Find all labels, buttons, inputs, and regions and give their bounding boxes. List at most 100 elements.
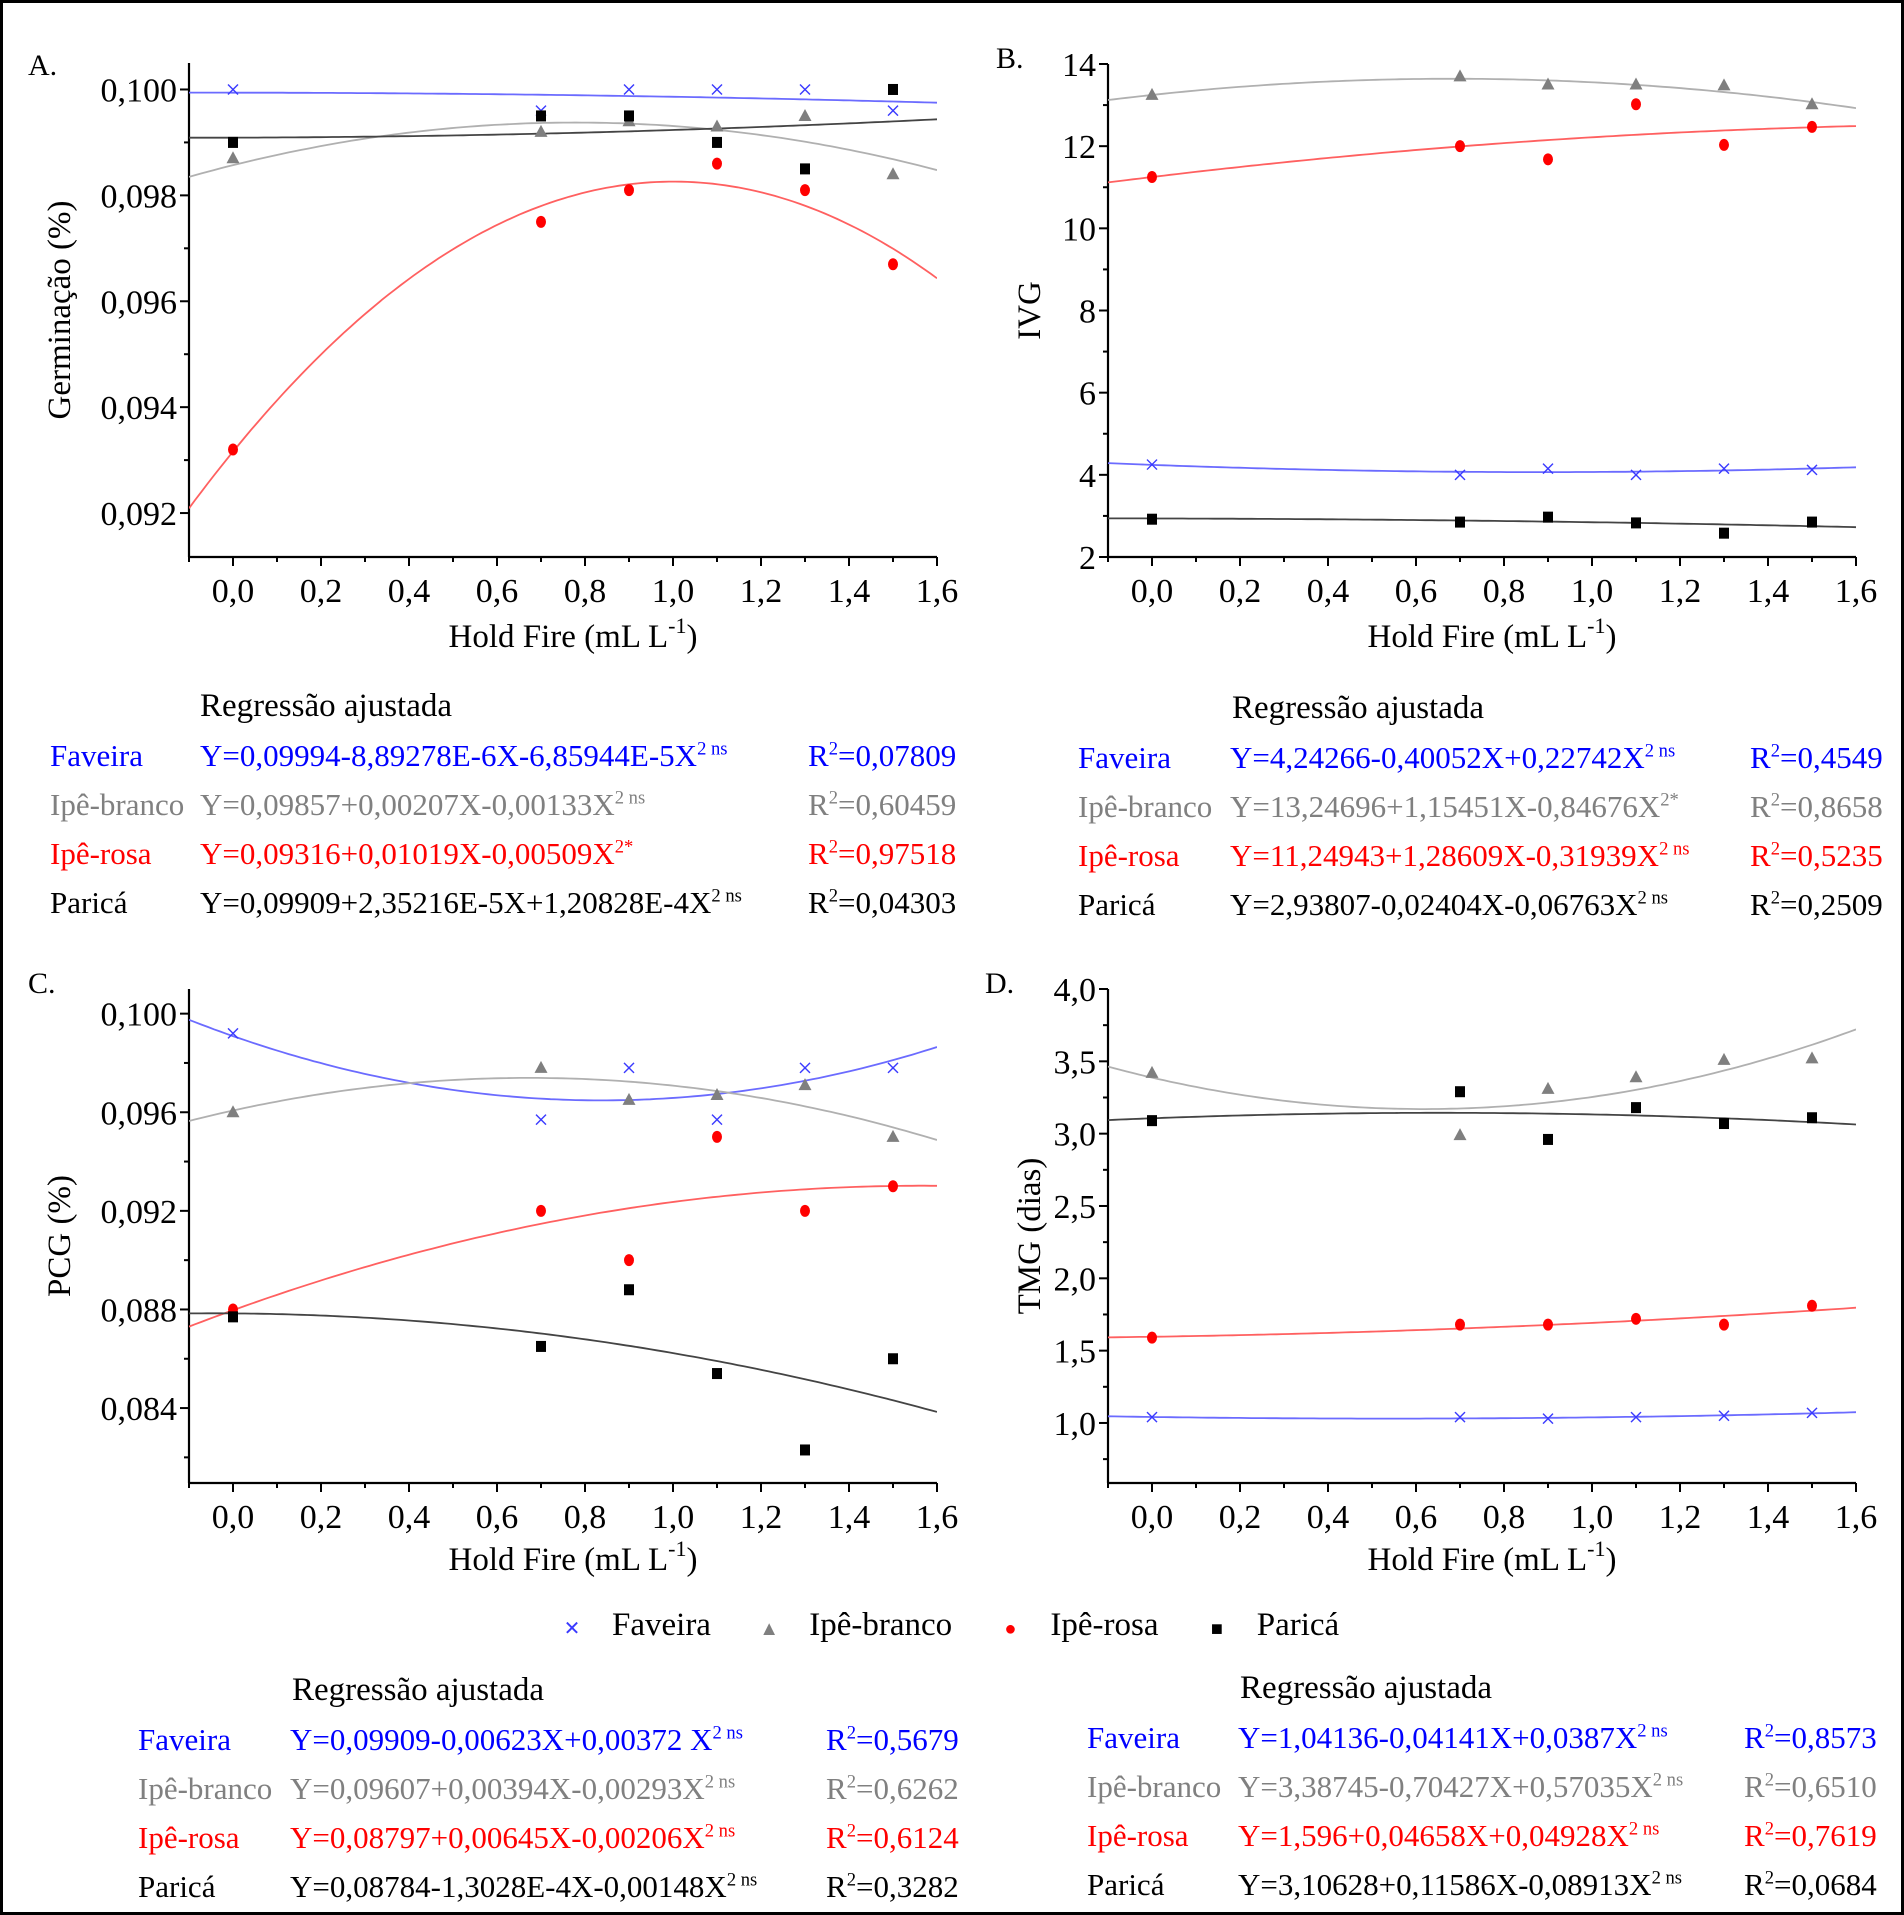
data-point-faveira bbox=[227, 1027, 239, 1039]
r-squared: R2=0,3282 bbox=[826, 1869, 959, 1904]
x-tick-label: 1,4 bbox=[1747, 1499, 1790, 1536]
x-axis-title: Hold Fire (mL L-1) bbox=[449, 1536, 698, 1578]
species-name: Ipê-branco bbox=[1078, 789, 1213, 824]
equation-exponent: 2 ns bbox=[704, 1820, 736, 1842]
legend-item-parica: ■ Paricá bbox=[1205, 1607, 1340, 1644]
r-squared: R2=0,6124 bbox=[826, 1820, 959, 1855]
data-point-parica bbox=[624, 1284, 634, 1296]
data-point-ipe-branco bbox=[1541, 1081, 1555, 1094]
data-point-faveira bbox=[1630, 469, 1642, 481]
data-point-ipe-rosa bbox=[1147, 1331, 1157, 1344]
x-tick-label: 0,0 bbox=[212, 1499, 255, 1536]
r-squared: R2=0,5235 bbox=[1750, 838, 1883, 873]
data-point-faveira bbox=[1630, 1411, 1642, 1423]
x-tick-label: 1,0 bbox=[1571, 573, 1614, 610]
data-point-faveira bbox=[1146, 1411, 1158, 1423]
regression-equation: Y=11,24943+1,28609X-0,31939X2 ns bbox=[1230, 838, 1690, 873]
data-point-faveira bbox=[535, 1114, 547, 1126]
data-point-parica bbox=[536, 1340, 546, 1352]
data-point-faveira bbox=[227, 83, 239, 95]
regression-equation: Y=0,09909+2,35216E-5X+1,20828E-4X2 ns bbox=[200, 885, 742, 920]
fit-curve-faveira bbox=[189, 1018, 937, 1102]
y-tick-label: 6 bbox=[1079, 376, 1096, 413]
legend-label: Ipê-rosa bbox=[1050, 1607, 1159, 1643]
data-point-ipe-rosa bbox=[1807, 1299, 1817, 1312]
data-point-parica bbox=[1807, 516, 1817, 528]
equation-exponent: 2* bbox=[1660, 789, 1679, 811]
data-point-parica bbox=[712, 136, 722, 148]
y-tick-label: 0,100 bbox=[101, 72, 178, 109]
species-name: Paricá bbox=[138, 1869, 216, 1904]
data-point-ipe-branco bbox=[1629, 1070, 1643, 1083]
equation-exponent: 2 ns bbox=[1652, 1769, 1684, 1791]
y-tick-label: 4,0 bbox=[1054, 972, 1097, 1009]
data-point-ipe-branco bbox=[1145, 87, 1159, 100]
data-point-ipe-rosa bbox=[536, 1204, 546, 1217]
data-point-ipe-branco bbox=[1145, 1065, 1159, 1078]
legend: ✕ Faveira ▲ Ipê-branco ● Ipê-rosa ■ Paricá bbox=[560, 1607, 1377, 1644]
x-tick-label: 1,2 bbox=[1659, 573, 1702, 610]
x-tick-label: 1,6 bbox=[1835, 573, 1878, 610]
fit-curve-ipe-branco bbox=[1108, 77, 1856, 109]
x-tick-label: 1,4 bbox=[828, 1499, 871, 1536]
y-tick-label: 1,0 bbox=[1054, 1406, 1097, 1443]
data-point-ipe-rosa bbox=[1455, 140, 1465, 153]
species-name: Faveira bbox=[50, 738, 143, 773]
r-squared: R2=0,6262 bbox=[826, 1771, 959, 1806]
legend-item-ipe-branco: ▲ Ipê-branco bbox=[757, 1607, 952, 1644]
data-point-parica bbox=[1719, 527, 1729, 539]
data-point-ipe-branco bbox=[798, 108, 812, 121]
data-point-parica bbox=[888, 1353, 898, 1365]
fit-curve-ipe-branco bbox=[1108, 1028, 1856, 1110]
x-tick-label: 0,2 bbox=[1219, 1499, 1262, 1536]
x-tick-label: 1,6 bbox=[1835, 1499, 1878, 1536]
y-tick-label: 2 bbox=[1079, 540, 1096, 577]
equation-exponent: 2* bbox=[614, 836, 634, 858]
x-tick-label: 0,6 bbox=[476, 573, 519, 610]
regression-equation: Y=13,24696+1,15451X-0,84676X2* bbox=[1230, 789, 1679, 824]
equation-exponent: 2 ns bbox=[1628, 1818, 1660, 1840]
y-tick-label: 0,084 bbox=[101, 1391, 178, 1428]
r-squared: R2=0,4549 bbox=[1750, 740, 1883, 775]
data-point-ipe-rosa bbox=[1543, 153, 1553, 166]
data-point-parica bbox=[1147, 1115, 1157, 1127]
data-point-parica bbox=[1719, 1118, 1729, 1130]
species-name: Ipê-rosa bbox=[1087, 1818, 1189, 1853]
r-squared: R2=0,60459 bbox=[808, 787, 957, 822]
data-point-parica bbox=[1631, 517, 1641, 529]
regression-equation: Y=0,09607+0,00394X-0,00293X2 ns bbox=[290, 1771, 736, 1806]
fit-curve-ipe-rosa bbox=[189, 1184, 937, 1328]
x-tick-label: 0,0 bbox=[1131, 1499, 1174, 1536]
y-tick-label: 3,0 bbox=[1054, 1117, 1097, 1154]
regression-equation: Y=4,24266-0,40052X+0,22742X2 ns bbox=[1230, 740, 1676, 775]
data-point-parica bbox=[712, 1368, 722, 1380]
data-point-ipe-rosa bbox=[1719, 138, 1729, 151]
data-point-parica bbox=[536, 110, 546, 122]
data-point-parica bbox=[624, 110, 634, 122]
x-tick-label: 0,8 bbox=[564, 573, 607, 610]
regression-title: Regressão ajustada bbox=[200, 688, 452, 724]
data-point-parica bbox=[1455, 516, 1465, 528]
species-name: Ipê-rosa bbox=[50, 836, 152, 871]
species-name: Ipê-rosa bbox=[138, 1820, 240, 1855]
data-point-ipe-branco bbox=[226, 151, 240, 164]
fit-curve-ipe-branco bbox=[189, 121, 937, 178]
y-tick-label: 8 bbox=[1079, 294, 1096, 331]
x-tick-label: 0,2 bbox=[300, 573, 343, 610]
x-axis-title: Hold Fire (mL L-1) bbox=[449, 613, 698, 655]
panel-b: B. 2 4 6 8 10 12 14 0,0 0,2 0,4 0,6 0,8 1,0 1,2 1,4 1,6 I… bbox=[996, 42, 1877, 655]
r-squared: R2=0,7619 bbox=[1744, 1818, 1877, 1853]
y-tick-label: 12 bbox=[1062, 129, 1096, 166]
data-point-parica bbox=[1543, 1133, 1553, 1145]
regression-equation: Y=0,09909-0,00623X+0,00372 X2 ns bbox=[290, 1722, 743, 1757]
species-name: Faveira bbox=[1078, 740, 1171, 775]
panel-a: A. 0,092 0,094 0,096 0,098 0,100 0,0 0,2 0,4 0,6 0… bbox=[28, 49, 958, 655]
data-point-faveira bbox=[1718, 463, 1730, 475]
equation-exponent: 2 ns bbox=[614, 787, 646, 809]
y-tick-label: 1,5 bbox=[1054, 1334, 1097, 1371]
data-point-ipe-branco bbox=[1629, 77, 1643, 90]
x-tick-label: 1,2 bbox=[740, 1499, 783, 1536]
regression-equation: Y=0,08797+0,00645X-0,00206X2 ns bbox=[290, 1820, 736, 1855]
fit-curve-parica bbox=[189, 118, 937, 139]
